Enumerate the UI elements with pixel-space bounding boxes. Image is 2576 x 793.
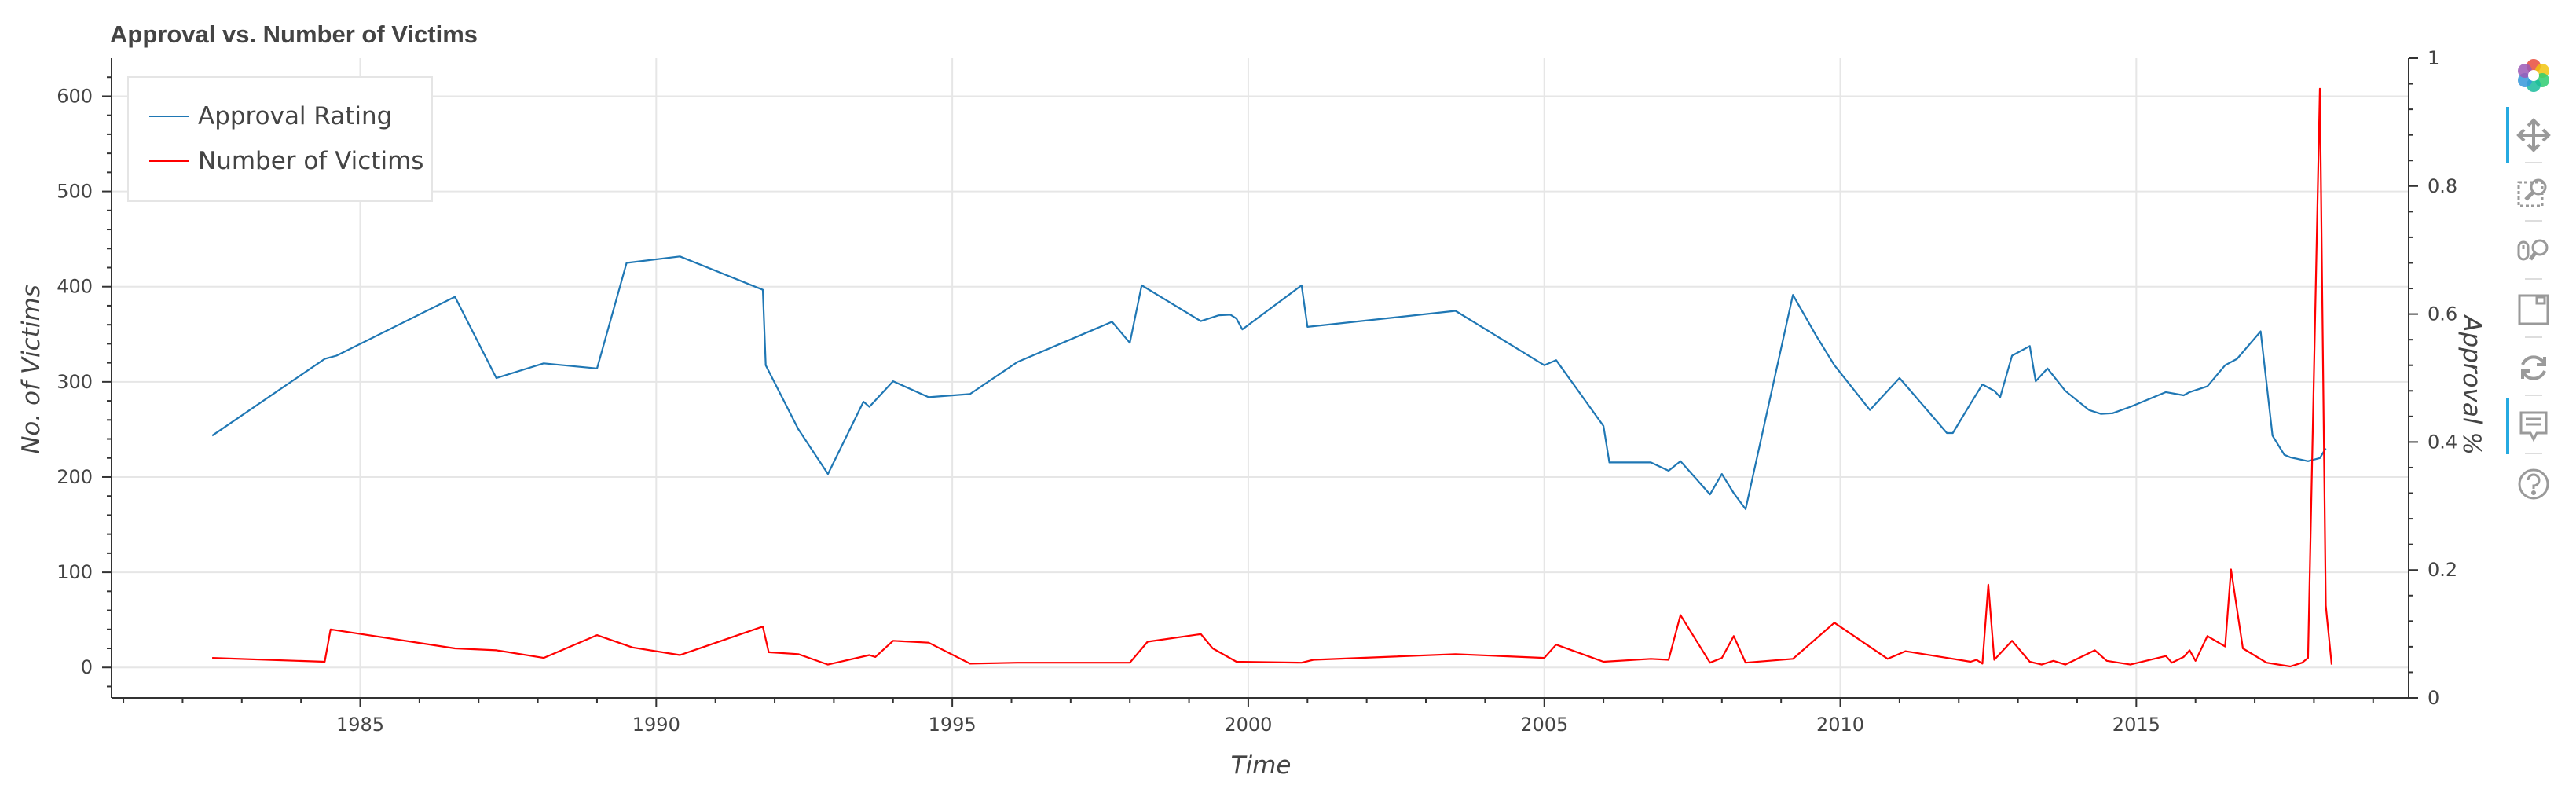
y-tick-label: 600 — [57, 85, 93, 107]
chart-title: Approval vs. Number of Victims — [110, 20, 478, 48]
toolbar-separator — [2525, 336, 2542, 338]
toolbar-separator — [2525, 453, 2542, 454]
wheel-zoom-icon[interactable] — [2506, 228, 2561, 275]
chart-toolbar — [2506, 52, 2561, 523]
y2-axis-label: Approval % — [2457, 314, 2486, 455]
number-of-victims-line — [212, 87, 2333, 668]
y-tick-label: 0 — [81, 656, 93, 678]
toolbar-separator — [2525, 278, 2542, 280]
x-tick-label: 1985 — [336, 714, 384, 736]
pan-active-indicator — [2506, 107, 2509, 163]
save-icon[interactable] — [2506, 286, 2561, 333]
legend-label-approval: Approval Rating — [198, 102, 392, 130]
x-tick-label: 2010 — [1816, 714, 1864, 736]
y-tick-label: 400 — [57, 276, 93, 298]
toolbar-separator — [2525, 162, 2542, 163]
x-tick-label: 1995 — [929, 714, 977, 736]
legend-box — [127, 76, 433, 202]
grid — [112, 58, 2409, 698]
toolbar-separator — [2525, 220, 2542, 222]
y-tick-label: 100 — [57, 561, 93, 583]
help-icon[interactable] — [2506, 461, 2561, 508]
bokeh-logo-icon[interactable] — [2506, 52, 2561, 99]
axes: 1985 1990 1995 2000 2005 2010 2015 0 100 200 300 40… — [57, 47, 2457, 736]
y2-tick-label: 1 — [2428, 47, 2439, 69]
hover-tooltip-icon[interactable] — [2506, 402, 2561, 450]
y2-tick-label: 0.8 — [2428, 175, 2457, 197]
x-tick-label: 2005 — [1520, 714, 1568, 736]
x-tick-label: 2015 — [2112, 714, 2160, 736]
approval-rating-line — [211, 255, 2327, 511]
y-tick-label: 200 — [57, 466, 93, 488]
box-zoom-icon[interactable] — [2506, 170, 2561, 217]
y-tick-label: 500 — [57, 181, 93, 203]
y2-tick-label: 0.6 — [2428, 303, 2457, 325]
y2-tick-label: 0 — [2428, 687, 2439, 709]
y-axis-label: No. of Victims — [17, 285, 46, 454]
y2-tick-label: 0.4 — [2428, 431, 2457, 453]
pan-move-icon[interactable] — [2506, 112, 2561, 159]
x-axis-label: Time — [1231, 751, 1292, 780]
plot-area[interactable] — [211, 87, 2333, 668]
x-tick-label: 2000 — [1224, 714, 1272, 736]
y-tick-label: 300 — [57, 371, 93, 393]
hover-active-indicator — [2506, 398, 2509, 454]
legend-label-victims: Number of Victims — [198, 147, 423, 175]
y2-tick-label: 0.2 — [2428, 559, 2457, 581]
toolbar-separator — [2525, 395, 2542, 396]
x-tick-label: 1990 — [632, 714, 680, 736]
reset-icon[interactable] — [2506, 344, 2561, 391]
legend[interactable]: Approval Rating Number of Victims — [127, 76, 433, 202]
